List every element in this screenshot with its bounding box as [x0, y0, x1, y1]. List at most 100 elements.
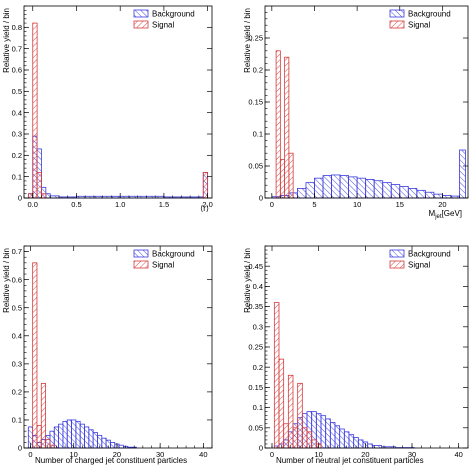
signal-bar — [297, 382, 303, 449]
legend-swatch-signal — [133, 20, 149, 29]
signal-bar — [27, 193, 34, 199]
x-tick-label: 30 — [408, 450, 416, 459]
background-bar — [357, 439, 364, 449]
y-tick-label: 0.1 — [253, 130, 263, 139]
y-tick-label: 0.1 — [12, 172, 22, 181]
signal-bar — [288, 152, 294, 199]
background-bar — [339, 175, 349, 199]
signal-bar — [287, 374, 294, 449]
x-tick-label: 10 — [314, 450, 322, 459]
y-tick-label: 0.2 — [253, 363, 263, 372]
x-axis-label: Mjet[GeV] — [429, 209, 462, 220]
legend: Background Signal — [389, 250, 451, 270]
background-bar — [75, 420, 81, 449]
signal-bar — [301, 427, 308, 449]
panel-charged-constituents: 0 10 20 30 40 0 0.1 0.2 0.3 0.4 0.5 0.6 0.7Relative … — [2, 245, 213, 465]
panel-neutral-constituents: 0 10 20 30 40 0 0.05 0.1 0.15 0.2 0.25 0.3 0.35 0.4 0.… — [243, 245, 469, 465]
background-bar — [459, 149, 466, 199]
y-tick-label: 0.4 — [12, 108, 22, 117]
signal-bar — [279, 159, 286, 199]
background-bar — [101, 437, 107, 449]
x-tick-label: 20 — [438, 200, 446, 209]
y-tick-label: 0 — [259, 444, 263, 453]
x-tick-label: 15 — [396, 200, 404, 209]
y-axis-label: Relative yield / bin — [2, 8, 11, 73]
x-axis-label: Number of charged jet constituent partic… — [35, 456, 187, 465]
y-tick-label: 0.15 — [248, 383, 263, 392]
legend-swatch-signal — [133, 260, 149, 269]
x-tick-label: 10 — [353, 200, 361, 209]
y-tick-label: 0.05 — [248, 162, 263, 171]
y-tick-label: 0 — [259, 194, 263, 203]
legend-label-signal: Signal — [408, 261, 430, 270]
legend-label-background: Background — [408, 10, 451, 19]
signal-bar — [275, 50, 281, 199]
x-tick-label: 40 — [199, 450, 207, 459]
background-bar — [84, 426, 90, 449]
background-bar — [390, 184, 401, 199]
y-tick-label: 0.25 — [248, 343, 263, 352]
legend-label-signal: Signal — [408, 21, 430, 30]
y-tick-label: 0.5 — [12, 303, 22, 312]
background-bar — [79, 423, 85, 449]
background-bar — [110, 441, 116, 449]
plot-frame — [264, 245, 469, 449]
background-bar — [334, 425, 341, 449]
x-tick-label: 1.5 — [159, 200, 169, 209]
panel-mean-r: 0.0 0.5 1.0 1.5 2.0 0 0.1 0.2 0.3 0.4 0.5 0.6 0.7 0.8… — [2, 5, 213, 213]
background-bar — [424, 191, 435, 199]
background-bar — [433, 193, 443, 199]
background-bar — [399, 186, 409, 199]
series-signal — [32, 262, 55, 449]
signal-bar — [284, 56, 290, 199]
signal-bar — [278, 358, 285, 449]
background-bar — [118, 444, 124, 449]
y-tick-label: 0.7 — [12, 44, 22, 53]
x-axis-label: ⟨r⟩ — [200, 204, 209, 213]
y-tick-label: 0.1 — [12, 416, 22, 425]
y-axis-label: Relative yield / bin — [2, 248, 11, 313]
background-bar — [356, 177, 367, 199]
background-bar — [88, 429, 94, 449]
legend-swatch-background — [133, 9, 149, 18]
background-bar — [322, 175, 332, 199]
legend-swatch-signal — [389, 20, 405, 29]
y-tick-label: 0.6 — [12, 66, 22, 75]
x-tick-label: 0 — [270, 200, 274, 209]
background-bar — [416, 189, 426, 199]
y-tick-label: 0.3 — [12, 359, 22, 368]
y-tick-label: 0.8 — [12, 23, 22, 32]
background-bar — [348, 176, 358, 199]
signal-bar — [36, 171, 42, 199]
legend-swatch-signal — [389, 260, 405, 269]
y-tick-label: 0.3 — [12, 130, 22, 139]
signal-bar — [273, 302, 280, 449]
y-axis-label: Relative yield / bin — [243, 8, 252, 73]
y-tick-label: 0.3 — [253, 322, 263, 331]
y-tick-label: 0.2 — [12, 151, 22, 160]
x-tick-label: 0.0 — [28, 200, 38, 209]
y-tick-label: 0.05 — [248, 423, 263, 432]
background-bar — [331, 174, 341, 199]
y-tick-label: 0.4 — [253, 282, 263, 291]
y-tick-label: 0.4 — [12, 331, 22, 340]
series-background — [271, 149, 466, 199]
background-bar — [348, 434, 355, 449]
x-tick-label: 10 — [70, 450, 78, 459]
background-bar — [382, 182, 392, 199]
x-tick-label: 0 — [270, 450, 274, 459]
signal-bar — [311, 439, 317, 449]
background-bar — [315, 413, 322, 449]
legend: Background Signal — [133, 9, 195, 30]
y-axis-label: Relative yield / bin — [243, 248, 252, 313]
x-tick-label: 5 — [312, 200, 316, 209]
background-bar — [45, 193, 51, 199]
x-tick-label: 0.5 — [71, 200, 81, 209]
background-bar — [407, 187, 418, 199]
x-tick-label: 2.0 — [202, 200, 212, 209]
background-bar — [66, 419, 72, 449]
legend-label-background: Background — [152, 10, 195, 19]
x-tick-label: 30 — [156, 450, 164, 459]
